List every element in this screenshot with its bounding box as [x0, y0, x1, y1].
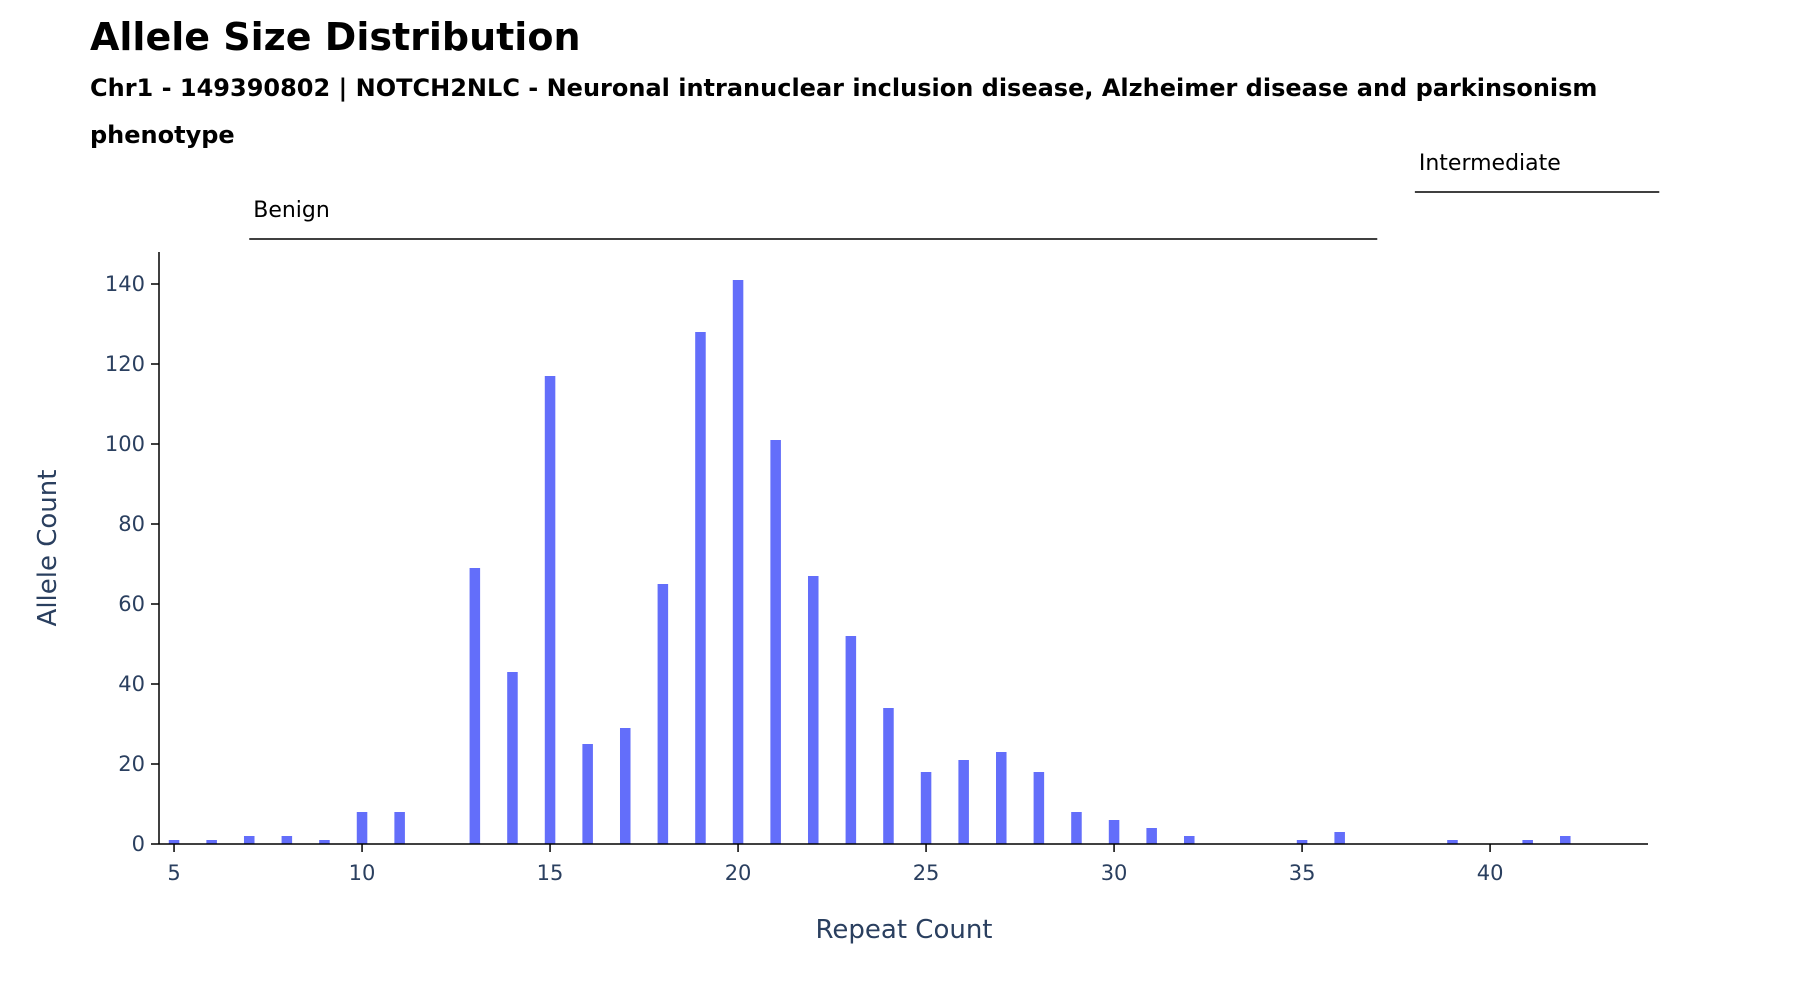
bar-27: [996, 752, 1007, 844]
x-tick-label-5: 5: [167, 861, 180, 885]
chart-title: Allele Size Distribution: [90, 15, 581, 59]
x-tick-label-20: 20: [725, 861, 752, 885]
bar-18: [657, 584, 669, 844]
y-tick-label-40: 40: [118, 672, 145, 696]
bar-23: [845, 636, 857, 844]
bar-11: [394, 812, 405, 844]
bar-15: [544, 376, 556, 844]
bar-29: [1071, 812, 1082, 844]
bars: [168, 280, 1571, 844]
bar-39: [1447, 840, 1458, 844]
bar-25: [920, 772, 932, 844]
x-tick-label-10: 10: [349, 861, 376, 885]
bar-19: [695, 332, 706, 844]
bar-7: [243, 836, 255, 844]
x-tick-label-15: 15: [537, 861, 564, 885]
bar-35: [1296, 840, 1308, 844]
y-axis-title: Allele Count: [33, 470, 63, 627]
bar-30: [1108, 820, 1120, 844]
bar-31: [1146, 828, 1157, 844]
y-tick-label-120: 120: [105, 352, 145, 376]
bar-8: [281, 836, 293, 844]
bar-13: [469, 568, 481, 844]
bar-6: [206, 840, 217, 844]
bar-5: [168, 840, 180, 844]
y-tick-label-100: 100: [105, 432, 145, 456]
x-tick-label-30: 30: [1101, 861, 1128, 885]
bar-24: [883, 708, 894, 844]
x-axis-title: Repeat Count: [816, 915, 993, 945]
y-tick-label-20: 20: [118, 752, 145, 776]
range-label-intermediate: Intermediate: [1419, 151, 1561, 176]
x-tick-label-25: 25: [913, 861, 940, 885]
bar-26: [958, 760, 969, 844]
chart-subtitle-line-2: phenotype: [90, 121, 235, 149]
x-tick-label-35: 35: [1289, 861, 1316, 885]
chart-subtitle-line-1: Chr1 - 149390802 | NOTCH2NLC - Neuronal …: [90, 74, 1597, 102]
bar-22: [807, 576, 819, 844]
range-annotations: Benign Intermediate: [249, 151, 1660, 240]
bar-41: [1522, 840, 1533, 844]
bar-42: [1560, 836, 1571, 844]
y-tick-label-0: 0: [132, 832, 145, 856]
y-tick-label-80: 80: [118, 512, 145, 536]
bar-17: [619, 728, 631, 844]
bar-9: [319, 840, 330, 844]
y-tick-label-60: 60: [118, 592, 145, 616]
bar-20: [732, 280, 744, 844]
bar-21: [770, 440, 781, 844]
bar-10: [356, 812, 368, 844]
bar-16: [582, 744, 593, 844]
y-tick-label-140: 140: [105, 272, 145, 296]
x-tick-label-40: 40: [1477, 861, 1504, 885]
bar-36: [1334, 832, 1345, 844]
range-label-benign: Benign: [253, 198, 330, 223]
bar-28: [1033, 772, 1045, 844]
bar-14: [507, 672, 518, 844]
axes: 0 20 40 60 80 100 120 140 5 10 15 20 25 30 35 40: [105, 252, 1648, 885]
bar-32: [1184, 836, 1195, 844]
